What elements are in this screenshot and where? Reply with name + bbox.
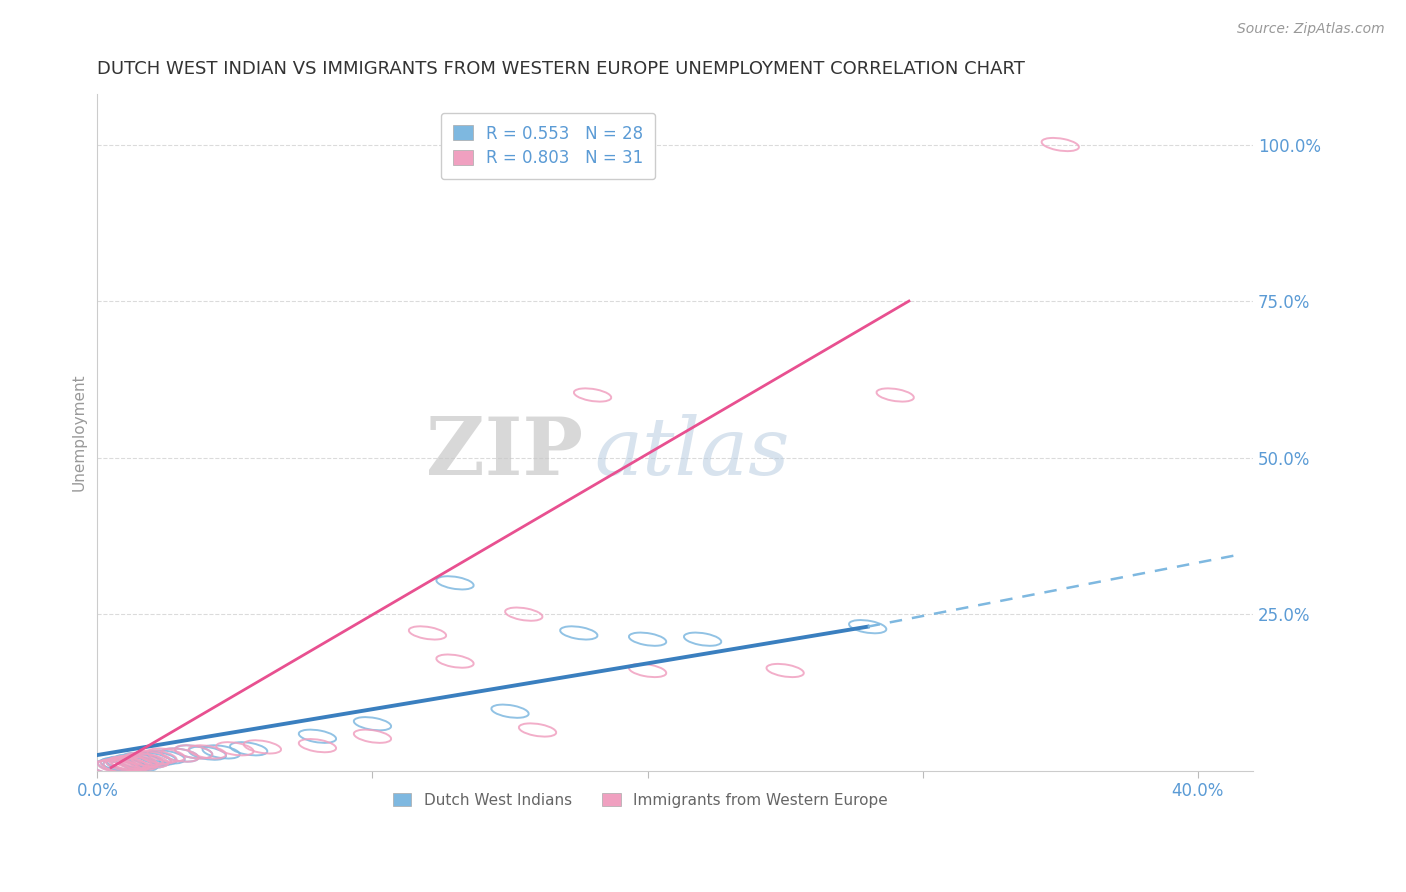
Y-axis label: Unemployment: Unemployment xyxy=(72,374,86,491)
Text: DUTCH WEST INDIAN VS IMMIGRANTS FROM WESTERN EUROPE UNEMPLOYMENT CORRELATION CHA: DUTCH WEST INDIAN VS IMMIGRANTS FROM WES… xyxy=(97,60,1025,78)
Text: ZIP: ZIP xyxy=(426,414,582,491)
Text: atlas: atlas xyxy=(595,414,790,491)
Legend: Dutch West Indians, Immigrants from Western Europe: Dutch West Indians, Immigrants from West… xyxy=(387,787,894,814)
Text: Source: ZipAtlas.com: Source: ZipAtlas.com xyxy=(1237,22,1385,37)
